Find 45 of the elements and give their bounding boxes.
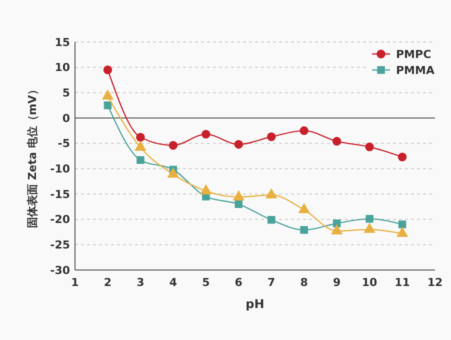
point [332,136,342,146]
point [398,220,406,228]
legend-label: PMPC [396,48,432,61]
point [300,126,308,136]
point [398,152,407,162]
point [202,130,210,139]
y-tick-label: 10 [54,61,70,74]
y-tick-label: 0 [62,112,70,125]
x-tick-label: 1 [71,276,79,289]
x-tick-label: 7 [268,276,276,289]
x-tick-label: 8 [300,276,308,289]
x-tick-label: 12 [427,276,443,289]
x-tick-label: 10 [362,276,378,289]
x-tick-label: 6 [234,276,243,289]
point [266,132,276,142]
x-tick-label: 9 [332,276,341,289]
point [365,142,374,152]
y-tick-label: 15 [54,36,70,49]
point [234,200,243,208]
y-tick-label: 5 [62,86,70,100]
x-axis-title: pH [246,297,264,311]
x-tick-label: 5 [202,276,210,289]
y-tick-label: -30 [50,264,70,277]
legend-label: PMMA [396,64,435,77]
point [332,220,341,228]
point [168,141,178,150]
point [366,214,374,223]
point [234,140,244,149]
point [267,216,276,224]
x-tick-label: 11 [394,276,410,289]
point [103,66,112,74]
point [136,156,144,164]
y-tick-label: -10 [50,162,70,176]
point [104,101,112,110]
y-axis-title: 固体表面 Zeta 电位（mV） [26,84,39,228]
y-tick-label: -20 [50,213,70,226]
point [136,132,145,142]
y-tick-label: -25 [50,238,70,252]
y-tick-label: -15 [50,188,70,201]
point [300,226,308,234]
x-tick-label: 4 [169,276,178,289]
y-tick-label: -5 [58,137,70,150]
x-tick-label: 3 [136,276,144,289]
point [364,222,376,233]
x-tick-label: 2 [104,276,112,289]
